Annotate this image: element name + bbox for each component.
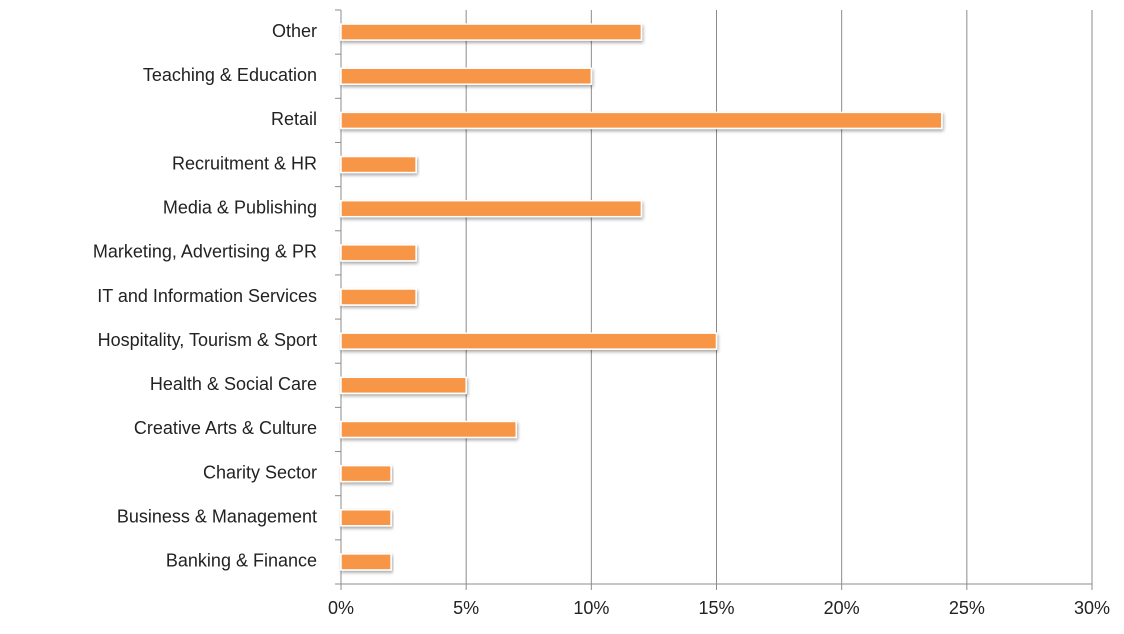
bar: [340, 67, 593, 85]
bar: [340, 553, 392, 571]
y-tick-label: Health & Social Care: [150, 374, 317, 394]
bar: [340, 420, 517, 439]
x-tick-label: 30%: [1074, 598, 1110, 618]
bar: [340, 464, 392, 483]
y-tick-label: Business & Management: [117, 507, 317, 527]
y-tick-label: Creative Arts & Culture: [134, 418, 317, 438]
bar: [340, 23, 643, 41]
x-tick-label: 0%: [328, 598, 354, 618]
bar: [340, 376, 467, 395]
y-tick-label: Banking & Finance: [166, 551, 317, 571]
y-tick-label: Teaching & Education: [143, 65, 317, 85]
bar: [340, 155, 417, 174]
bar: [340, 509, 392, 527]
y-tick-label: IT and Information Services: [97, 286, 317, 306]
x-tick-label: 25%: [949, 598, 985, 618]
y-tick-label: Retail: [271, 109, 317, 129]
x-tick-label: 5%: [453, 598, 479, 618]
bar: [340, 332, 718, 350]
y-tick-label: Hospitality, Tourism & Sport: [98, 330, 317, 350]
y-tick-label: Recruitment & HR: [172, 153, 317, 173]
bar: [340, 244, 417, 262]
x-tick-label: 10%: [573, 598, 609, 618]
bar: [340, 199, 643, 218]
x-tick-label: 20%: [824, 598, 860, 618]
y-tick-label: Marketing, Advertising & PR: [93, 242, 317, 262]
y-tick-label: Media & Publishing: [163, 197, 317, 217]
x-tick-label: 15%: [698, 598, 734, 618]
y-tick-label: Other: [272, 21, 317, 41]
bar: [340, 288, 417, 306]
bar: [340, 111, 943, 130]
y-tick-label: Charity Sector: [203, 462, 317, 482]
